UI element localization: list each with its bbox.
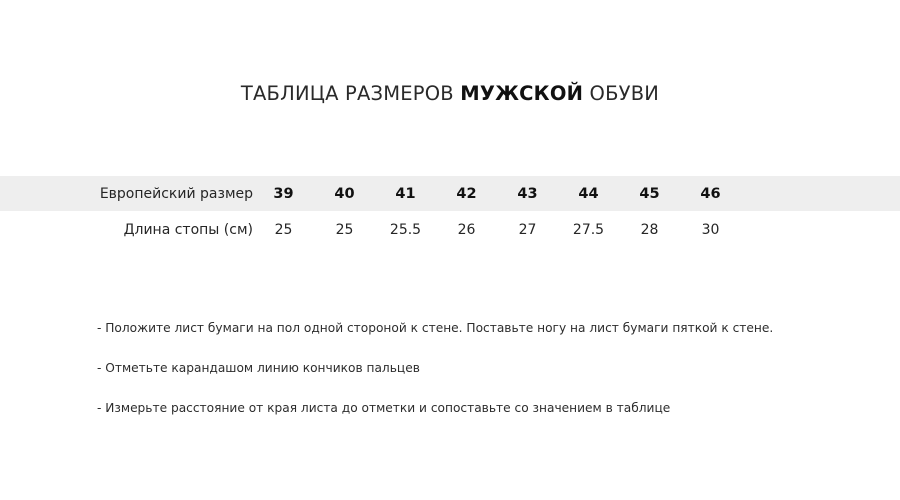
cell-foot-length-42: 26 [457,221,476,238]
cell-european-size-43: 43 [517,185,538,202]
cell-european-size-45: 45 [639,185,660,202]
cell-foot-length-41: 25.5 [389,221,422,238]
row-label-european-size: Европейский размер [99,185,253,202]
instruction-step-3: - Измерьте расстояние от края листа до о… [97,401,671,415]
cell-european-size-40: 40 [334,185,355,202]
page-title-suffix: ОБУВИ [583,82,660,105]
size-table: Европейский размер 39 40 41 42 43 44 45 … [0,176,900,248]
page-title-prefix: ТАБЛИЦА РАЗМЕРОВ [240,82,461,105]
cell-foot-length-39: 25 [274,221,293,238]
cell-foot-length-44: 27.5 [572,221,605,238]
row-label-foot-length: Длина стопы (см) [123,221,253,238]
instruction-step-2: - Отметьте карандашом линию кончиков пал… [97,361,420,375]
data-row-spacer [741,211,900,248]
instruction-step-1: - Положите лист бумаги на пол одной стор… [97,321,774,335]
cell-foot-length-45: 28 [640,221,659,238]
cell-european-size-44: 44 [578,185,599,202]
cell-european-size-46: 46 [700,185,721,202]
measurement-instructions: - Положите лист бумаги на пол одной стор… [97,320,857,416]
page-title-emphasis: МУЖСКОЙ [460,82,584,105]
header-row-spacer [741,176,900,211]
cell-european-size-42: 42 [456,185,477,202]
cell-foot-length-40: 25 [335,221,354,238]
cell-european-size-39: 39 [273,185,294,202]
page-title: ТАБЛИЦА РАЗМЕРОВ МУЖСКОЙ ОБУВИ [0,82,900,105]
cell-foot-length-46: 30 [701,221,720,238]
cell-foot-length-43: 27 [518,221,537,238]
table-row-european-size: Европейский размер 39 40 41 42 43 44 45 … [0,176,900,211]
cell-european-size-41: 41 [395,185,416,202]
table-row-foot-length: Длина стопы (см) 25 25 25.5 26 27 27.5 2… [0,211,900,248]
